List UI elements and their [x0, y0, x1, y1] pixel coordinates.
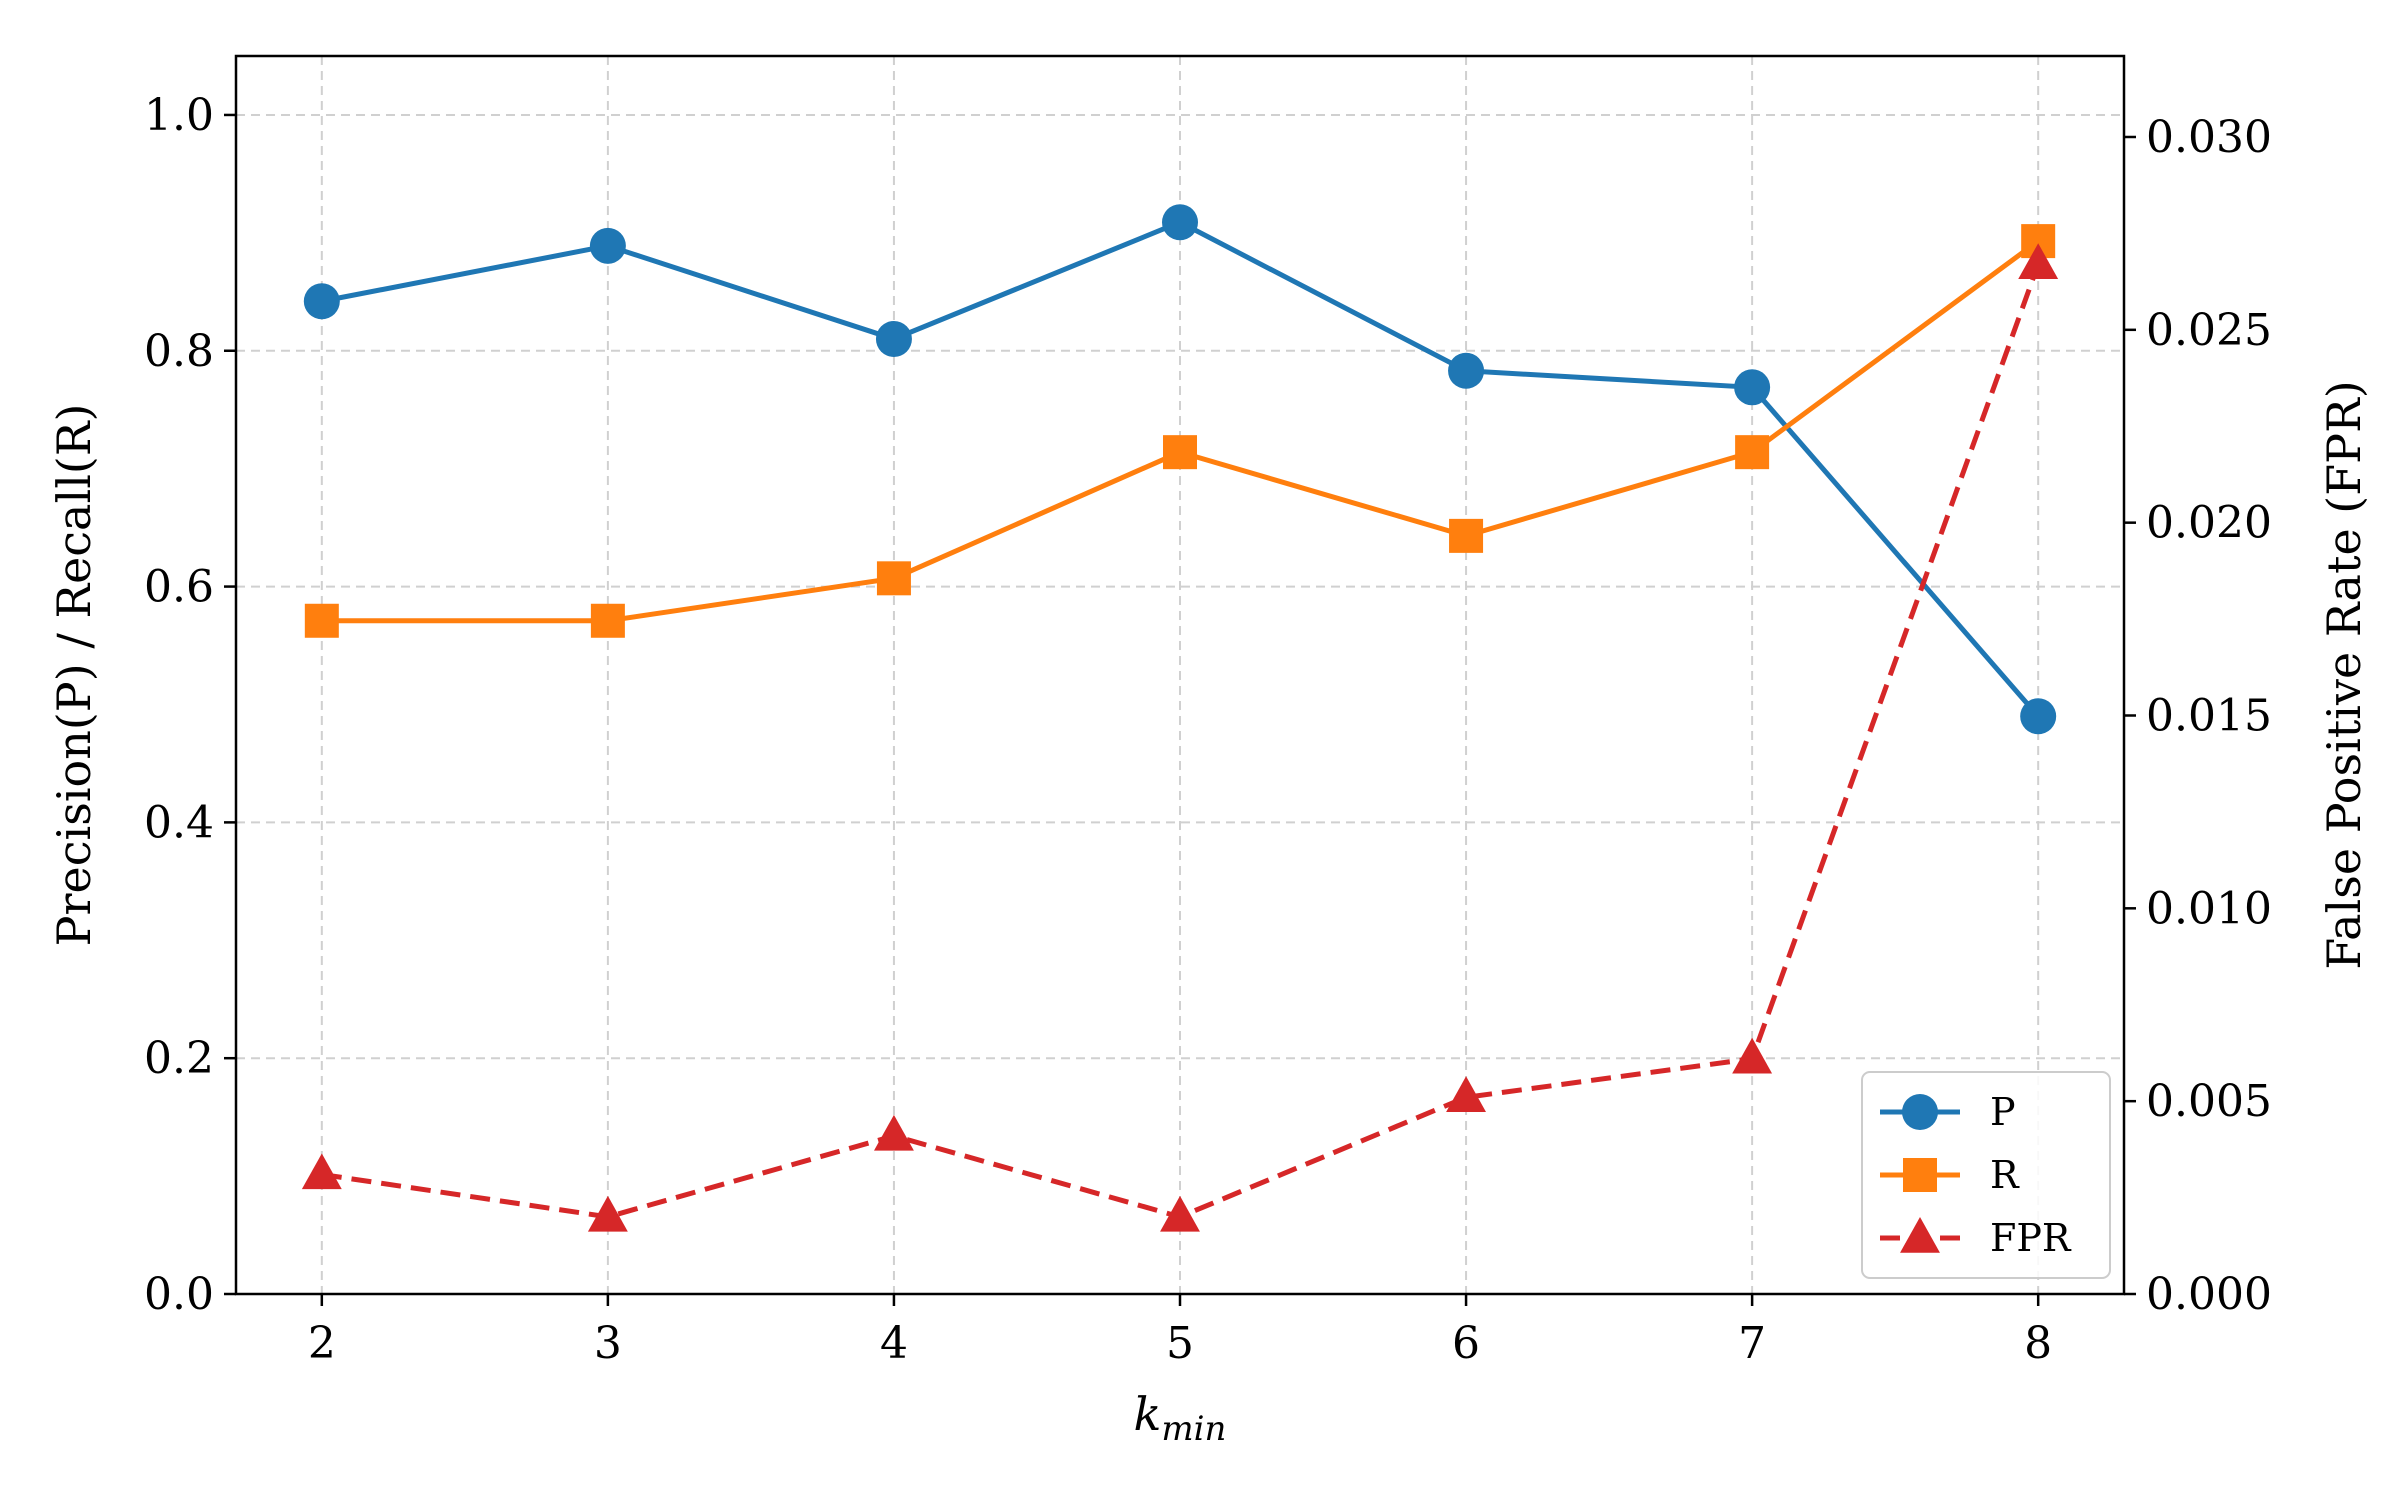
series-r — [304, 224, 2056, 638]
x-axis-label: kmin — [1134, 1387, 1227, 1449]
x-tick-label: 6 — [1452, 1318, 1480, 1369]
x-tick-label: 3 — [594, 1318, 622, 1369]
series-fpr — [301, 243, 2059, 1232]
right-y-tick-label: 0.005 — [2146, 1076, 2272, 1127]
data-point-p — [2020, 698, 2057, 735]
legend-label: R — [1990, 1153, 2020, 1197]
data-point-fpr — [1446, 1076, 1487, 1113]
data-point-p — [1734, 369, 1771, 406]
legend-item-p: P — [1880, 1090, 2016, 1134]
data-point-fpr — [2018, 243, 2059, 279]
x-tick-label: 8 — [2024, 1318, 2052, 1369]
data-point-fpr — [1160, 1195, 1200, 1232]
right-y-tick-label: 0.025 — [2146, 305, 2272, 356]
x-tick-label: 4 — [880, 1318, 908, 1369]
legend: PR FPR — [1861, 1071, 2111, 1279]
left-y-tick-label: 0.2 — [144, 1033, 214, 1084]
legend-label: FPR — [1990, 1216, 2072, 1260]
data-point-fpr — [587, 1195, 628, 1232]
data-point-p — [875, 320, 912, 357]
x-tick-label: 5 — [1166, 1318, 1194, 1369]
right-y-tick-label: 0.030 — [2146, 112, 2272, 163]
data-point-r — [876, 561, 911, 596]
grid — [236, 56, 2124, 1295]
x-axis-label-base: k — [1134, 1387, 1162, 1441]
legend-marker — [1900, 1217, 1940, 1253]
right-y-tick-label: 0.010 — [2146, 883, 2272, 934]
data-point-fpr — [1732, 1037, 1773, 1074]
data-point-p — [589, 227, 626, 264]
data-point-r — [1163, 435, 1197, 470]
legend-item-r: R — [1880, 1153, 2020, 1197]
left-y-tick-label: 0.4 — [144, 797, 214, 848]
left-y-tick-label: 0.8 — [144, 326, 214, 377]
series-layer — [301, 204, 2059, 1232]
x-tick-label: 7 — [1738, 1318, 1766, 1369]
x-tick-label: 2 — [308, 1318, 336, 1369]
ticks-layer: 2 3 4 5 6 7 8 0.0 0.2 0.4 0.6 0.8 1.0 0.000 0.005 0.010… — [144, 90, 2272, 1369]
data-point-r — [590, 603, 625, 638]
left-y-tick-label: 0.6 — [144, 562, 214, 613]
left-y-tick-label: 1.0 — [144, 90, 214, 141]
data-point-r — [1735, 435, 1770, 470]
right-y-tick-label: 0.015 — [2146, 690, 2272, 741]
left-y-axis-label: Precision(P) / Recall(R) — [47, 404, 101, 947]
right-y-tick-label: 0.000 — [2146, 1269, 2272, 1320]
data-point-r — [1449, 518, 1484, 553]
data-point-fpr — [301, 1153, 342, 1190]
right-y-axis-label: False Positive Rate (FPR) — [2317, 380, 2371, 969]
right-y-tick-label: 0.020 — [2146, 498, 2272, 549]
legend-marker — [1902, 1094, 1938, 1130]
series-p — [303, 204, 2057, 735]
left-y-tick-label: 0.0 — [144, 1269, 214, 1320]
data-point-r — [304, 603, 339, 638]
data-point-p — [1448, 352, 1485, 389]
legend-item-fpr: FPR — [1880, 1216, 2072, 1260]
data-point-p — [303, 283, 340, 320]
data-point-p — [1162, 204, 1198, 241]
x-axis-label-sub: min — [1161, 1409, 1226, 1449]
data-point-fpr — [873, 1114, 914, 1151]
legend-label: P — [1990, 1090, 2016, 1134]
legend-marker — [1903, 1158, 1937, 1192]
